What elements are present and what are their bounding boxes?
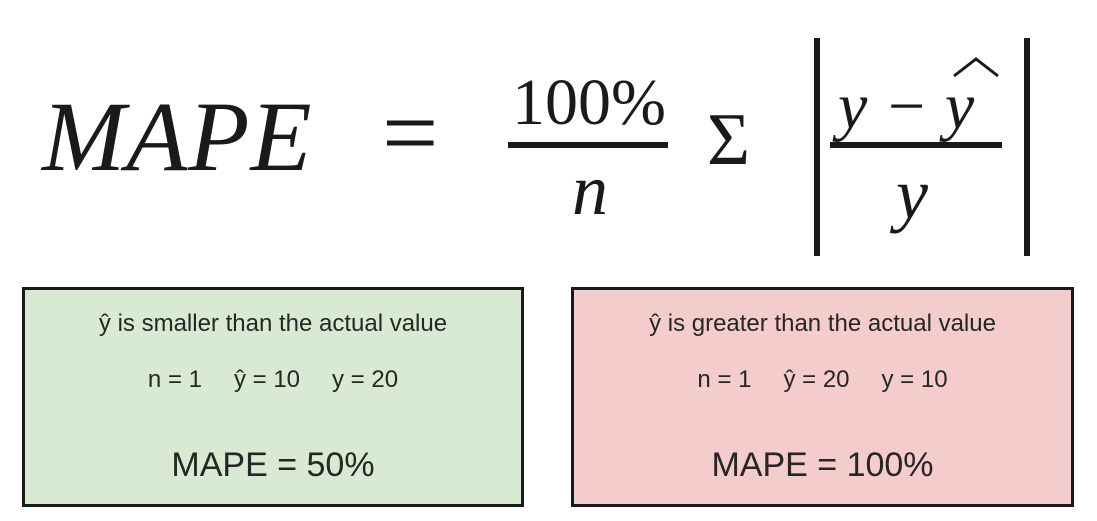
mape-result: MAPE = 50% [171,446,375,484]
abs-bar-right [1024,38,1030,256]
formula-numerator: 100% [512,66,666,139]
inner-fraction-bar [830,142,1002,148]
sum-symbol: Σ [707,99,751,181]
y-value: y = 10 [881,366,948,393]
yhat-value: ŷ = 20 [783,366,850,393]
case-values: n = 1 ŷ = 10 y = 20 [25,366,521,394]
n-value: n = 1 [147,366,202,393]
case-heading: ŷ is greater than the actual value [649,310,996,337]
formula-equals: = [382,77,439,188]
case-values: n = 1 ŷ = 20 y = 10 [574,366,1071,394]
yhat-value: ŷ = 10 [233,366,301,393]
formula-denominator: n [572,150,608,230]
inner-numerator: y − y [838,70,975,143]
case-greater-box: ŷ is greater than the actual value n = 1… [571,287,1074,507]
mape-result: MAPE = 100% [711,446,934,484]
n-value: n = 1 [697,366,752,393]
y-value: y = 20 [332,366,399,393]
inner-denominator: y [896,154,928,234]
formula-lhs: MAPE [42,81,313,192]
abs-bar-left [814,38,820,256]
fraction-bar [508,142,668,148]
case-smaller-box: ŷ is smaller than the actual value n = 1… [22,287,524,507]
case-heading: ŷ is smaller than the actual value [98,310,448,337]
hat-icon [953,57,999,78]
mape-formula: MAPE = 100% n Σ y − y y [42,38,1030,256]
